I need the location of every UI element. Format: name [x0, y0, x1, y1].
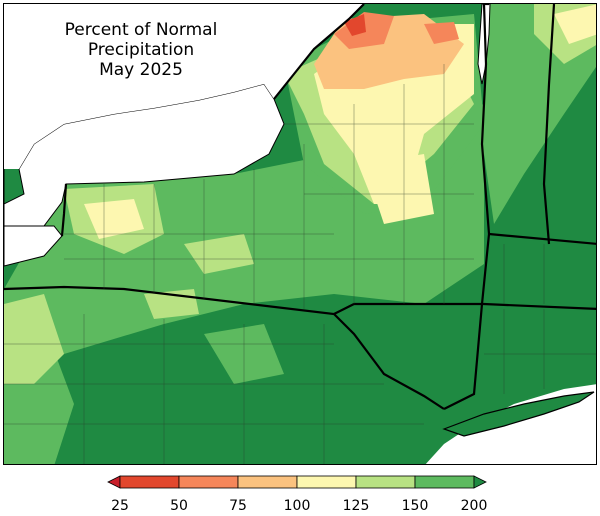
lake-erie [4, 225, 63, 267]
colorbar-bin [296, 475, 357, 489]
colorbar-tick-label: 25 [111, 498, 129, 514]
colorbar-tick-label: 100 [283, 498, 311, 514]
state-borders [4, 4, 596, 410]
colorbar-bin [237, 475, 298, 489]
map-title: Percent of Normal Precipitation May 2025 [16, 20, 266, 80]
long-island [442, 391, 595, 437]
colorbar-arrow-high [473, 475, 487, 489]
map-frame: Percent of Normal Precipitation May 2025 [3, 3, 597, 465]
title-line-1: Percent of Normal Precipitation [64, 20, 218, 60]
red-zones [344, 14, 366, 36]
title-line-2: May 2025 [99, 60, 183, 80]
county-lines [4, 64, 596, 464]
lake-champlain [477, 4, 491, 85]
colorbar-bin [119, 475, 180, 489]
colorbar-bin [414, 475, 475, 489]
colorbar [107, 475, 487, 489]
colorbar-arrow-low [107, 475, 121, 489]
colorbar-bin [178, 475, 239, 489]
colorbar-tick-label: 200 [460, 498, 488, 514]
canada-region [4, 4, 364, 169]
colorbar-tick-label: 125 [342, 498, 370, 514]
precipitation-map [4, 4, 596, 464]
colorbar-bin [355, 475, 416, 489]
colorbar-tick-label: 50 [170, 498, 188, 514]
colorbar-tick-label: 75 [229, 498, 247, 514]
colorbar-tick-label: 150 [401, 498, 429, 514]
